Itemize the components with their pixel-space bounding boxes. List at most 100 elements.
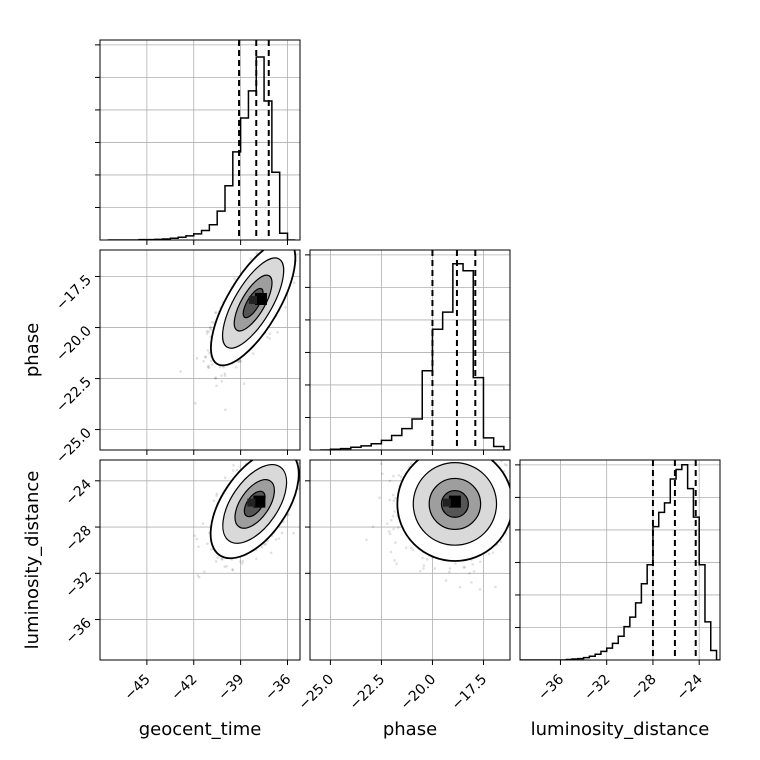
scatter-point: [214, 560, 218, 563]
x-tick-label: −32: [581, 672, 613, 704]
scatter-point: [278, 234, 281, 237]
scatter-point: [380, 462, 383, 465]
scatter-point: [282, 435, 285, 438]
scatter-point: [302, 463, 305, 466]
scatter-point: [385, 522, 389, 525]
scatter-point: [444, 579, 448, 582]
scatter-point: [279, 443, 282, 446]
scatter-point: [472, 570, 476, 573]
scatter-point: [242, 382, 246, 386]
scatter-point: [436, 457, 439, 460]
scatter-point: [451, 451, 454, 454]
scatter-point: [473, 456, 476, 459]
scatter-point: [455, 452, 458, 455]
scatter-point: [235, 468, 239, 472]
scatter-panel-geocent_time-luminosity_distance: [100, 435, 310, 660]
x-tick-label: −42: [168, 672, 200, 704]
scatter-point: [286, 455, 289, 458]
scatter-point: [280, 531, 284, 535]
scatter-point: [269, 551, 273, 555]
y-tick-label: −22.5: [53, 374, 95, 416]
scatter-point: [471, 443, 474, 446]
scatter-point: [440, 437, 443, 440]
scatter-point: [434, 456, 437, 459]
scatter-point: [396, 526, 400, 529]
y-tick-label: −24: [63, 476, 95, 508]
scatter-point: [425, 450, 428, 453]
scatter-point: [534, 494, 537, 497]
scatter-point: [458, 585, 462, 589]
scatter-point: [202, 359, 205, 363]
scatter-point: [528, 494, 531, 497]
scatter-point: [462, 445, 465, 448]
scatter-point: [255, 557, 258, 561]
scatter-point: [409, 453, 412, 456]
scatter-point: [475, 447, 478, 450]
scatter-point: [288, 457, 291, 460]
scatter-point: [294, 242, 297, 245]
scatter-point: [387, 530, 391, 533]
scatter-point: [470, 581, 473, 584]
scatter-point: [422, 455, 425, 458]
scatter-point: [231, 469, 235, 472]
histogram-frame-group: [305, 249, 511, 455]
scatter-point: [222, 365, 226, 369]
scatter-point: [206, 365, 210, 369]
scatter-point: [220, 557, 224, 561]
scatter-point: [459, 450, 462, 453]
scatter-point: [273, 456, 276, 459]
scatter-point: [462, 566, 466, 569]
scatter-point: [257, 451, 260, 454]
histogram-frame-group: −36 −32 −28 −24: [515, 459, 721, 704]
scatter-point: [453, 444, 456, 447]
histogram-panel-phase: [310, 250, 510, 450]
scatter-point: [280, 453, 283, 456]
scatter-point: [214, 311, 217, 314]
y-label-phase: phase: [22, 323, 43, 377]
scatter-point: [307, 468, 310, 471]
scatter-point: [223, 372, 227, 375]
scatter-point: [276, 330, 279, 334]
scatter-point: [239, 360, 243, 363]
scatter-point: [389, 518, 393, 522]
scatter-point: [195, 537, 199, 541]
x-tick-label: −36: [262, 671, 294, 703]
x-label-luminosity-distance: luminosity_distance: [531, 719, 710, 740]
scatter-point: [241, 559, 245, 563]
scatter-point: [392, 499, 396, 503]
scatter-point: [207, 366, 211, 370]
scatter-point: [284, 447, 287, 450]
scatter-point: [263, 543, 266, 547]
scatter-point: [505, 463, 508, 467]
scatter-point: [433, 452, 436, 455]
scatter-point: [480, 456, 483, 459]
scatter-point: [223, 374, 227, 377]
x-label-geocent-time: geocent_time: [139, 719, 262, 740]
scatter-point: [287, 229, 290, 232]
scatter-point: [471, 457, 474, 460]
y-tick-label: −25.0: [53, 425, 95, 467]
scatter-point: [215, 384, 218, 388]
scatter-point: [464, 451, 467, 454]
histogram-frame-group: [95, 39, 301, 245]
scatter-point: [473, 452, 476, 455]
scatter-point: [389, 550, 393, 554]
scatter-point: [393, 559, 396, 562]
scatter-point: [224, 476, 227, 479]
scatter-point: [306, 220, 309, 223]
scatter-point: [201, 522, 205, 525]
scatter-point: [276, 456, 279, 459]
scatter-point: [249, 257, 253, 260]
scatter-point: [232, 464, 235, 467]
scatter-point: [454, 562, 457, 565]
scatter-point: [282, 244, 285, 247]
scatter-point: [292, 439, 295, 442]
scatter-point: [195, 357, 199, 360]
scatter-point: [510, 512, 513, 515]
scatter-point: [516, 535, 519, 538]
scatter-point: [399, 475, 403, 479]
scatter-point: [371, 525, 375, 528]
scatter-point: [391, 493, 395, 497]
scatter-point: [283, 445, 286, 448]
density-peak-block: [254, 292, 267, 305]
